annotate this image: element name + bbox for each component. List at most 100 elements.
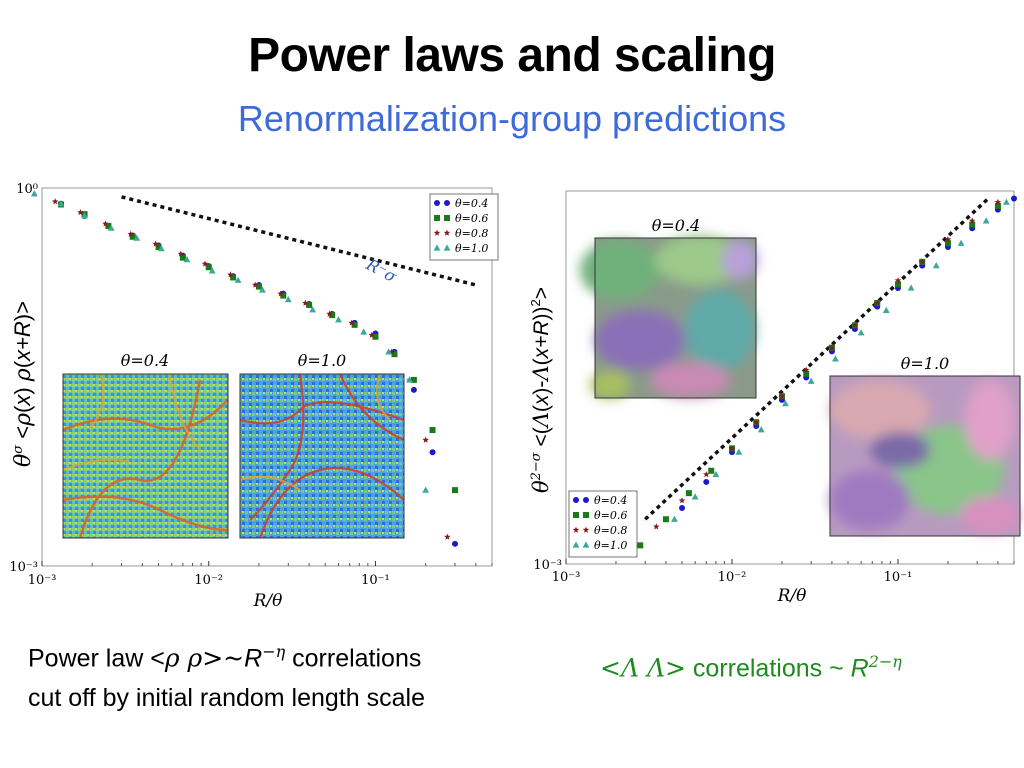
left-legend-marker	[443, 229, 451, 236]
right-point-star	[894, 277, 902, 284]
right-legend-marker	[582, 541, 590, 548]
right-point-triangle	[671, 515, 678, 522]
left-caption-prefix: Power law <	[28, 644, 165, 673]
right-point-square	[994, 202, 1001, 209]
left-legend-marker	[434, 200, 440, 206]
left-point-triangle	[284, 296, 292, 303]
left-inset-1.0: θ=1.0	[239, 351, 405, 539]
right-reference-line	[644, 197, 990, 521]
left-point-triangle	[107, 224, 115, 231]
left-point-star	[277, 290, 284, 297]
left-point-circle	[410, 386, 417, 393]
right-point-star	[803, 366, 810, 373]
left-point-square	[205, 264, 212, 271]
left-xtick-label: 10⁻²	[194, 573, 223, 588]
left-point-square	[452, 487, 459, 494]
left-legend-marker	[443, 244, 451, 251]
right-point-star	[851, 321, 859, 328]
left-point-square	[105, 222, 112, 229]
left-legend-marker	[444, 215, 450, 221]
left-ylabel: θσ <ρ(x) ρ(x+R)>	[10, 301, 36, 467]
left-legend-label: θ=1.0	[455, 242, 488, 255]
left-point-star	[201, 260, 209, 267]
right-caption: <Λ Λ> correlations ~ R2−η	[600, 652, 902, 683]
right-point-square	[708, 467, 715, 474]
right-point-triangle	[932, 262, 940, 269]
right-point-star	[828, 344, 836, 351]
right-point-square	[894, 281, 901, 288]
left-xlabel: R/θ	[253, 591, 283, 611]
right-legend-marker	[583, 512, 589, 518]
right-ylabel: θ2−σ <(Λ(x)-Λ(x+R))2>	[528, 287, 553, 493]
left-ytick-label: 10⁰	[16, 182, 38, 197]
left-caption-line2: cut off by initial random length scale	[28, 684, 425, 713]
right-legend-label: θ=0.8	[594, 524, 627, 537]
left-point-triangle	[309, 306, 317, 313]
right-xtick-label: 10⁻¹	[884, 570, 913, 585]
left-point-triangle	[422, 486, 430, 493]
left-point-triangle	[406, 376, 413, 383]
right-point-triangle	[1003, 198, 1010, 205]
left-point-star	[348, 319, 355, 326]
right-point-square	[969, 221, 976, 228]
right-series-points	[637, 195, 1017, 549]
right-legend-marker	[572, 541, 580, 548]
left-legend-marker	[433, 229, 441, 236]
left-legend-marker	[433, 244, 441, 251]
right-point-square	[803, 370, 810, 377]
left-point-square	[391, 351, 398, 358]
right-legend-marker	[572, 526, 580, 533]
right-point-star	[778, 392, 786, 399]
left-point-triangle	[385, 348, 393, 355]
left-point-star	[177, 250, 184, 257]
left-point-triangle	[81, 212, 88, 219]
left-point-star	[152, 240, 159, 247]
left-reference-line	[121, 195, 477, 287]
left-point-triangle	[360, 328, 368, 335]
right-point-triangle	[832, 355, 839, 362]
slide-title: Power laws and scaling	[248, 29, 776, 82]
right-legend-marker	[583, 497, 589, 503]
right-caption-text: correlations ~	[685, 654, 851, 683]
left-xtick-label: 10⁻¹	[361, 573, 390, 588]
left-legend-label: θ=0.6	[455, 212, 488, 225]
right-point-star	[919, 258, 926, 265]
right-ytick-label: 10⁻³	[533, 558, 562, 573]
right-chart: 10⁻³ 10⁻² 10⁻¹ 10⁻³ θ=0.4	[528, 190, 1021, 606]
right-xtick-label: 10⁻³	[552, 570, 581, 585]
left-point-square	[306, 301, 313, 308]
left-caption: Power law <ρ ρ>~R−η correlations cut off…	[28, 632, 425, 718]
right-inset-0.4: θ=0.4	[580, 216, 758, 399]
left-point-square	[372, 333, 379, 340]
left-point-circle	[452, 540, 459, 547]
left-point-triangle	[30, 190, 38, 197]
left-point-triangle	[157, 245, 165, 252]
right-xlabel: R/θ	[777, 586, 807, 606]
right-legend-marker	[573, 497, 579, 503]
right-point-triangle	[857, 329, 865, 336]
left-point-star	[252, 281, 259, 288]
left-caption-line1: Power law <ρ ρ>~R−η correlations	[28, 632, 425, 678]
left-point-star	[52, 198, 59, 205]
left-point-star	[422, 436, 429, 443]
right-point-square	[637, 542, 644, 549]
left-point-triangle	[183, 256, 191, 263]
left-point-triangle	[259, 286, 266, 293]
right-legend-label: θ=0.6	[594, 509, 627, 522]
right-point-star	[994, 198, 1002, 205]
left-caption-suffix: correlations	[285, 644, 422, 673]
left-point-square	[230, 274, 237, 281]
left-point-square	[129, 233, 136, 240]
left-point-star	[127, 230, 134, 237]
right-point-triangle	[757, 426, 765, 433]
left-point-star	[326, 310, 333, 317]
left-legend-label: θ=0.4	[455, 197, 488, 210]
right-legend-marker	[582, 526, 590, 533]
left-point-circle	[429, 449, 436, 456]
left-point-square	[255, 283, 262, 290]
left-point-triangle	[57, 200, 65, 207]
left-point-square	[429, 427, 436, 434]
left-point-star	[444, 533, 451, 540]
